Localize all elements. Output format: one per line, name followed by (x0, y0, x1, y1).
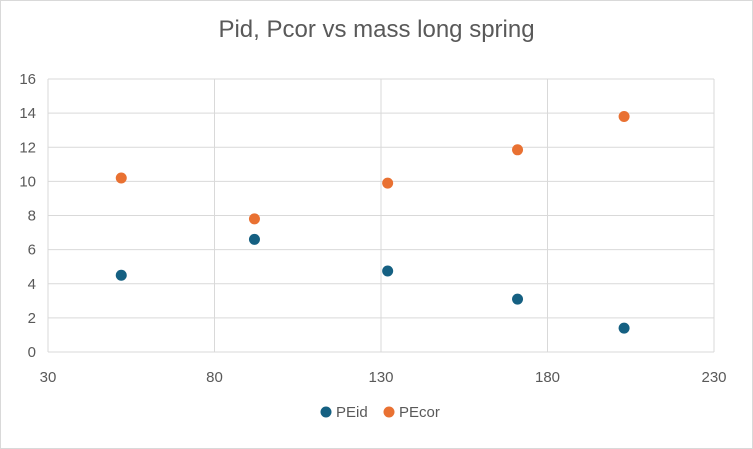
x-tick-label: 80 (206, 369, 223, 386)
x-tick-label: 180 (535, 369, 560, 386)
y-tick-label: 6 (28, 242, 36, 259)
data-points (115, 111, 630, 334)
y-tick-label: 14 (19, 105, 36, 122)
point-pecor-2 (382, 177, 394, 189)
y-tick-label: 2 (28, 310, 36, 327)
y-tick-label: 4 (28, 276, 36, 293)
point-pecor-3 (512, 144, 524, 156)
legend-label-peid: PEid (336, 404, 368, 421)
y-tick-label: 16 (19, 71, 36, 88)
x-tick-label: 130 (368, 369, 393, 386)
point-peid-1 (248, 233, 260, 245)
point-pecor-4 (618, 111, 630, 123)
point-peid-2 (382, 265, 394, 277)
y-axis-ticks: 0 2 4 6 8 10 12 14 16 (19, 71, 36, 361)
y-tick-label: 12 (19, 139, 36, 156)
y-tick-label: 10 (19, 173, 36, 190)
legend: PEid PEcor (320, 404, 440, 421)
grid-lines (47, 78, 715, 353)
legend-label-pecor: PEcor (399, 404, 440, 421)
point-pecor-1 (248, 213, 260, 225)
legend-marker-peid (320, 406, 332, 418)
legend-marker-pecor (383, 406, 395, 418)
y-tick-label: 8 (28, 208, 36, 225)
y-tick-label: 0 (28, 344, 36, 361)
point-peid-4 (618, 322, 630, 334)
x-axis-ticks: 30 80 130 180 230 (40, 369, 727, 386)
chart-title: Pid, Pcor vs mass long spring (218, 16, 535, 43)
x-tick-label: 30 (40, 369, 57, 386)
point-pecor-0 (115, 172, 127, 184)
point-peid-0 (115, 269, 127, 281)
point-peid-3 (512, 293, 524, 305)
x-tick-label: 230 (701, 369, 726, 386)
